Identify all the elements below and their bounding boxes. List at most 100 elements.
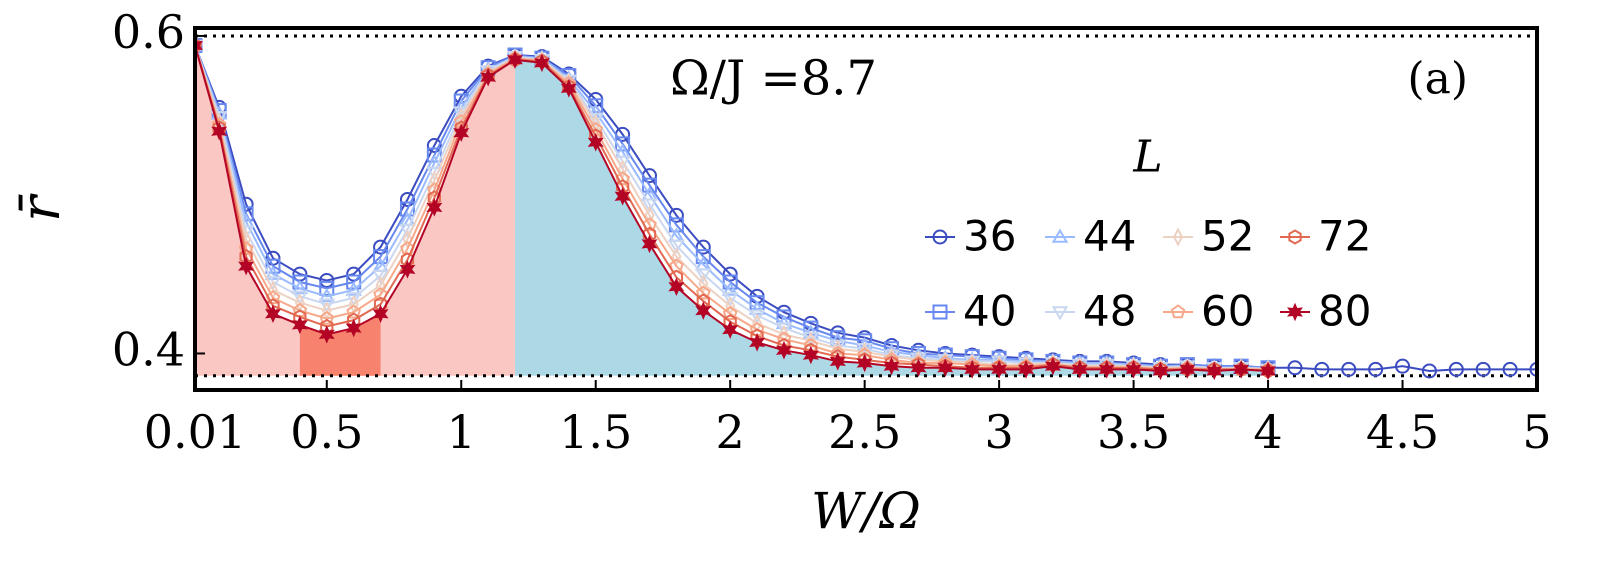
marker [1152,361,1169,381]
plot-area [195,34,1537,381]
marker [372,304,389,324]
marker [1125,360,1142,379]
legend-marker [1051,228,1069,243]
marker [399,260,416,279]
marker [480,67,497,87]
marker [829,352,846,371]
marker [291,290,309,305]
marker [698,273,709,294]
marker [883,356,900,376]
marker [375,275,386,295]
marker [775,341,792,360]
marker [291,315,308,335]
shaded-region [299,313,381,376]
marker [695,268,712,283]
marker [722,320,739,339]
legend-title: L [1132,132,1162,183]
marker [668,277,685,297]
annotation: Ω/J =8.7 [670,51,877,107]
legend-marker [932,304,948,320]
marker [453,123,470,143]
legend-marker [1051,306,1069,321]
marker [857,333,873,349]
marker [372,269,389,285]
marker [964,360,981,379]
legend-label: 36 [963,212,1016,261]
shaded-region [195,45,516,376]
marker [426,198,443,217]
x-axis-label: W/Ω [811,482,921,540]
x-tick-label: 2.5 [828,405,901,459]
marker [722,306,738,321]
marker [426,137,442,153]
marker [319,272,335,288]
marker [1475,361,1491,377]
marker [346,266,362,282]
marker [752,313,763,333]
series-line [195,45,1269,369]
marker [668,239,685,255]
legend-marker [1288,229,1302,245]
marker [721,281,739,296]
marker [373,287,388,301]
legend-label: 48 [1083,287,1136,336]
marker [721,292,739,307]
marker [1529,361,1537,377]
marker [991,360,1008,379]
marker [1071,360,1088,379]
legend-marker [1286,302,1304,322]
marker [319,280,335,296]
marker [346,304,362,319]
marker [1448,361,1464,377]
y-tick-label: 0.4 [112,322,185,376]
marker [1044,356,1061,376]
marker [641,234,658,254]
marker [695,301,712,320]
marker [1260,361,1277,381]
plot-layer [195,34,1537,381]
marker [345,318,362,338]
marker [319,310,335,325]
x-tick-label: 1.5 [559,405,632,459]
legend-label: 60 [1201,287,1254,336]
marker [749,333,766,352]
series-line [195,45,1269,371]
marker [856,353,873,373]
marker [641,198,658,213]
y-axis-label: r̄ [9,193,72,222]
x-tick-label: 4.5 [1366,405,1439,459]
x-tick-label: 0.5 [290,405,363,459]
marker [1179,360,1196,379]
marker [211,121,228,141]
marker [318,298,336,313]
plot-frame [193,26,1539,392]
marker [533,53,550,73]
marker [830,330,846,346]
marker [1233,360,1250,379]
x-tick-label: 3 [984,405,1013,459]
legend-label: 52 [1201,212,1254,261]
marker [587,133,604,152]
legend-marker [1170,304,1186,319]
marker [644,205,655,226]
x-tick-label: 3.5 [1097,405,1170,459]
legend-marker [932,229,948,245]
marker [1206,361,1223,381]
legend-label: 44 [1083,212,1136,261]
x-tick-label: 2 [716,405,745,459]
marker [1098,360,1115,379]
marker [748,309,766,324]
marker [1341,361,1357,377]
y-tick-label: 0.6 [112,5,185,59]
marker [1395,358,1411,374]
marker [507,50,524,69]
marker [346,274,362,290]
marker [1314,361,1330,377]
marker [671,246,682,267]
marker [722,274,738,290]
marker [802,345,819,365]
marker [399,191,415,207]
marker [264,265,282,280]
marker [1368,361,1384,377]
